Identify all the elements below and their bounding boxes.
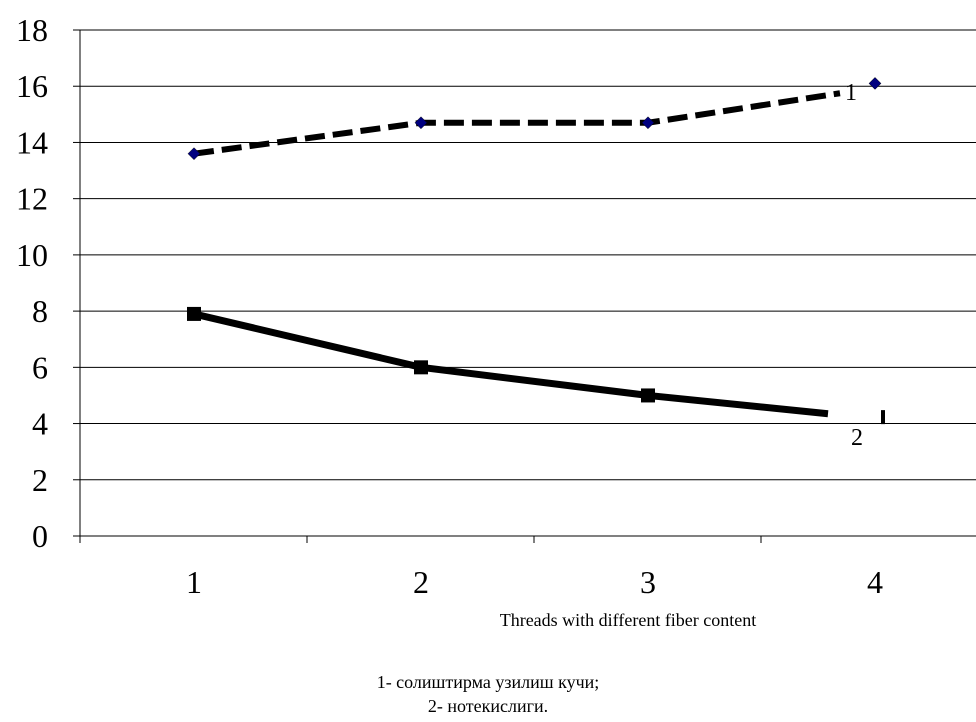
- x-tick-label: 3: [640, 564, 656, 600]
- y-tick-label: 2: [32, 462, 48, 498]
- data-point: [641, 116, 655, 130]
- series-group: 12: [187, 77, 885, 451]
- y-tick-label: 14: [16, 124, 48, 160]
- x-tick-label: 4: [867, 564, 883, 600]
- x-axis-label: Threads with different fiber content: [500, 610, 757, 630]
- x-tick-labels: 1 2 3 4: [186, 564, 883, 600]
- y-tick-label: 18: [16, 12, 48, 48]
- y-tick-label: 12: [16, 181, 48, 217]
- y-tick-label: 6: [32, 349, 48, 385]
- grid-lines: [80, 29, 976, 481]
- data-point: [187, 306, 201, 321]
- y-tick-labels: 0 2 4 6 8 10 12 14 16 18: [16, 12, 48, 554]
- legend-item-1: 1- солиштирма узилиш кучи;: [376, 672, 600, 692]
- data-point: [414, 116, 428, 130]
- series-label: 2: [851, 425, 863, 451]
- series-1: 1: [187, 77, 882, 161]
- data-point: [881, 410, 885, 425]
- data-point: [414, 360, 428, 375]
- series-label: 1: [845, 80, 857, 106]
- x-tick-label: 2: [413, 564, 429, 600]
- x-tick-label: 1: [186, 564, 202, 600]
- y-tick-label: 4: [32, 406, 48, 442]
- data-point: [868, 77, 882, 90]
- data-point: [187, 147, 201, 161]
- y-tick-label: 8: [32, 293, 48, 329]
- series-line: [193, 310, 829, 418]
- series-2: 2: [187, 306, 885, 451]
- y-tick-label: 10: [16, 237, 48, 273]
- y-tick-label: 0: [32, 518, 48, 554]
- y-tick-label: 16: [16, 68, 48, 104]
- legend-item-2: 2- нотекислиги.: [427, 696, 549, 716]
- series-line: [193, 90, 841, 157]
- data-point: [641, 388, 655, 403]
- axes: [73, 29, 976, 543]
